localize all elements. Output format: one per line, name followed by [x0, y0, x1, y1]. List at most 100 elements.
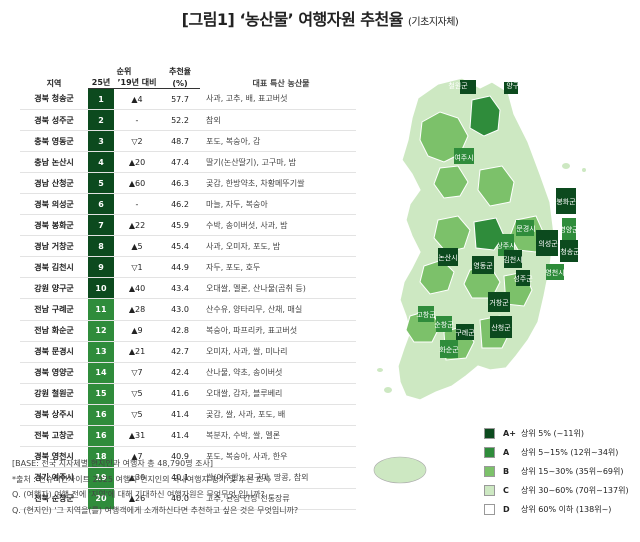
map-label-seongju: 성주군	[513, 274, 533, 283]
row-region: 충북 영동군	[20, 130, 88, 153]
map-label-uiseong: 의성군	[538, 239, 558, 248]
header-region: 지역	[46, 78, 62, 88]
row-products: 자두, 포도, 호두	[200, 256, 356, 279]
row-rank: 5	[88, 172, 114, 195]
row-products: 고추, 된장·간장·전통장류	[200, 488, 356, 510]
row-change: -	[114, 109, 160, 132]
table-row: 경북 영천시 18 ▲7 40.9 포도, 복숭아, 사과, 한우	[20, 446, 356, 468]
row-products: 오대쌀, 감자, 블루베리	[200, 383, 356, 405]
row-rank: 10	[88, 277, 114, 300]
row-rate: 45.9	[160, 214, 200, 237]
row-products: 복숭아, 파프리카, 표고버섯	[200, 320, 356, 342]
map-label-bonghwa: 봉화군	[556, 198, 576, 206]
footnote-q-resident: Q. (현지인) '그 지역을(를) 여행객에게 소개하신다면 추천하고 싶은 …	[12, 505, 299, 515]
legend-label: 상위 5% (~11위)	[521, 429, 584, 438]
header-rate: 추천율	[168, 67, 192, 76]
row-region: 강원 철원군	[20, 383, 88, 405]
header-rank-group: 순위	[116, 67, 132, 76]
row-rank: 18	[88, 446, 114, 468]
map-label-mungyeong: 문경시	[516, 224, 535, 233]
table-row: 충북 영동군 3 ▽2 48.7 포도, 복숭아, 감	[20, 130, 356, 153]
row-region: 경북 청송군	[20, 88, 88, 111]
legend-item-a: A 상위 5~15% (12위~34위)	[484, 443, 629, 462]
table-row: 경북 청송군 1 ▲4 57.7 사과, 고추, 배, 표고버섯	[20, 88, 356, 111]
row-region: 경북 김천시	[20, 256, 88, 279]
row-rank: 1	[88, 88, 114, 111]
map-labels: 철원군 양구군 여주시 봉화군 영양군 문경시 의성군 청송군 상주시 논산시 …	[416, 81, 580, 354]
row-region: 경북 상주시	[20, 404, 88, 426]
row-products: 포도, 복숭아, 사과, 한우	[200, 446, 356, 468]
chart-title-sub: (기초지자체)	[408, 17, 459, 28]
region-mungyeong	[516, 220, 534, 236]
table-row: 전남 구례군 11 ▲28 43.0 산수유, 양타리무, 산채, 매실	[20, 298, 356, 321]
row-change: ▲4	[114, 88, 160, 111]
legend-grade: B	[503, 467, 510, 476]
row-rate: 52.2	[160, 109, 200, 132]
row-change: ▲26	[114, 488, 160, 510]
region-geochang	[488, 292, 510, 312]
row-products: 곶감, 쌀, 사과, 포도, 배	[200, 404, 356, 426]
region-hwasun	[440, 340, 458, 358]
map-label-gurye: 구례군	[455, 328, 475, 337]
map-label-sangju: 상주시	[496, 241, 515, 250]
table-row: 전남 화순군 12 ▲9 42.8 복숭아, 파프리카, 표고버섯	[20, 320, 356, 342]
row-products: 곶감, 한방약초, 차황메뚜기쌀	[200, 172, 356, 195]
region-sancheong	[490, 316, 512, 338]
row-products: 복분자, 수박, 쌀, 멜론	[200, 425, 356, 447]
row-rate: 42.7	[160, 341, 200, 363]
header-products: 대표 특산 농산물	[252, 78, 310, 88]
row-change: ▲20	[114, 151, 160, 174]
row-region: 충남 논산시	[20, 151, 88, 174]
footnote-source: *출처 : 컨슈머인사이트 2025 여행자·현지인의 국내여행지 평가 및 추…	[12, 474, 271, 484]
table-row: 전북 순창군 20 ▲26 40.0 고추, 된장·간장·전통장류	[20, 488, 356, 510]
header-rank-25: 25년	[88, 77, 114, 89]
table-row: 경북 영양군 14 ▽7 42.4 산나물, 약초, 송이버섯	[20, 362, 356, 384]
row-rank: 9	[88, 256, 114, 279]
map-label-geochang: 거창군	[489, 298, 509, 307]
row-region: 전남 구례군	[20, 298, 88, 321]
row-rate: 48.7	[160, 130, 200, 153]
legend-grade: A+	[503, 429, 516, 438]
row-region: 강원 양구군	[20, 277, 88, 300]
legend-grade: A	[503, 448, 510, 457]
map-label-yeongdong: 영동군	[473, 261, 493, 270]
row-change: ▽1	[114, 256, 160, 279]
legend-swatch	[484, 428, 495, 439]
footnote-base: [BASE: 전국 지자체별 현지인과 여행자 총 48,790명 조사]	[12, 459, 213, 468]
row-products: 산나물, 약초, 송이버섯	[200, 362, 356, 384]
footnote-q-traveler: Q. (여행자) 여행 전에 '지역'에 대해 기대하신 여행자원은 무엇무엇 …	[12, 490, 265, 499]
row-rate: 40.9	[160, 446, 200, 468]
region-uiseong	[536, 230, 558, 256]
legend-item-b: B 상위 15~30% (35위~69위)	[484, 462, 629, 481]
region-yanggu	[504, 82, 518, 94]
ranking-table-body: 경북 청송군 1 ▲4 57.7 사과, 고추, 배, 표고버섯 경북 성주군 2-52.2…	[20, 88, 356, 510]
chart-title: [그림1] ‘농산물’ 여행자원 추천율 (기초지자체)	[0, 6, 640, 30]
row-rank: 3	[88, 130, 114, 153]
row-change: ▲22	[114, 214, 160, 237]
row-region: 경북 영양군	[20, 362, 88, 384]
row-region: 경북 봉화군	[20, 214, 88, 237]
region-gochang	[418, 306, 434, 322]
ranking-table: 지역 순위 추천율 대표 특산 농산물 25년 ’19년 대비 (%) 경북 청…	[20, 66, 356, 510]
row-change: ▲30	[114, 467, 160, 489]
chart-title-main: [그림1] ‘농산물’ 여행자원 추천율	[181, 10, 404, 29]
row-change: ▲60	[114, 172, 160, 195]
row-rank: 15	[88, 383, 114, 405]
map-label-gimcheon: 김천시	[503, 255, 522, 264]
region-nonsan	[438, 248, 458, 266]
row-change: ▲40	[114, 277, 160, 300]
legend-swatch	[484, 485, 495, 496]
row-rate: 46.2	[160, 193, 200, 216]
row-rate: 43.0	[160, 298, 200, 321]
header-change: ’19년 대비	[114, 77, 160, 89]
row-products: 쌀(여주쌀), 고구마, 땅콩, 참외	[200, 467, 356, 489]
row-products: 산수유, 양타리무, 산채, 매실	[200, 298, 356, 321]
row-products: 수박, 송이버섯, 사과, 밤	[200, 214, 356, 237]
row-change: ▲7	[114, 446, 160, 468]
table-row: 경기 여주시 19 ▲30 40.1 쌀(여주쌀), 고구마, 땅콩, 참외	[20, 467, 356, 489]
legend-grade: D	[503, 505, 510, 514]
legend-item-a-plus: A+ 상위 5% (~11위)	[484, 424, 629, 443]
row-rate: 41.6	[160, 383, 200, 405]
map-label-hwasun: 화순군	[439, 346, 459, 354]
map-label-cheorwon: 철원군	[448, 81, 468, 90]
